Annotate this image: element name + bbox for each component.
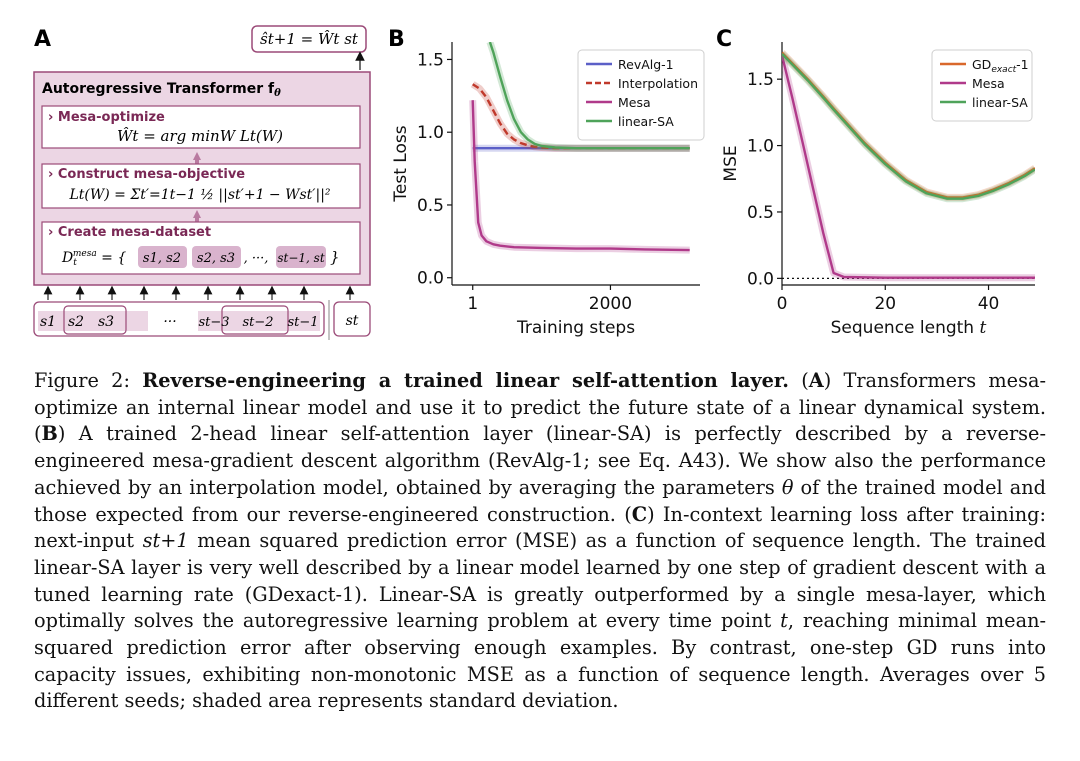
series-line bbox=[488, 42, 690, 150]
input-arrows bbox=[43, 285, 355, 300]
legend-label: linear-SA bbox=[618, 114, 674, 129]
legend-box bbox=[931, 49, 1033, 122]
caption-label: Figure 2: bbox=[34, 369, 130, 392]
caption-run: , reaching minimal mean-squared predicti… bbox=[34, 609, 1047, 713]
panel-a-letter: A bbox=[34, 27, 51, 52]
current-token: st bbox=[346, 313, 359, 329]
panel-b: B 0.0 0.5 1.0 1.5 1 2000 Training steps Test Lo… bbox=[388, 27, 705, 338]
y-tick-label: 0.0 bbox=[747, 269, 774, 289]
mesa-optimize-formula: Ŵt = arg minW Lt(W) bbox=[117, 127, 283, 145]
panel-c: C 0.0 0.5 1.0 1.5 0 20 40 Sequence length t MSE G… bbox=[716, 27, 1035, 338]
mesa-optimize-box bbox=[41, 105, 361, 149]
legend-label: Mesa bbox=[618, 95, 651, 110]
x-tick-label: 2000 bbox=[589, 294, 632, 314]
caption-run: of the trained model and those expected … bbox=[34, 475, 1046, 526]
pair-ellipsis: , ···, bbox=[244, 251, 269, 266]
box-arrow-1 bbox=[193, 152, 201, 164]
token-t-1: st−1 bbox=[287, 315, 318, 330]
caption-run: θ bbox=[781, 475, 794, 499]
panel-c-letter: C bbox=[716, 27, 732, 52]
token-group-1 bbox=[63, 305, 127, 335]
x-tick-label: 0 bbox=[777, 294, 788, 314]
pair-2-chip bbox=[192, 246, 241, 268]
token-2: s2 bbox=[68, 314, 84, 330]
transformer-title: Autoregressive Transformer fθ bbox=[42, 81, 281, 99]
panel-a: A ŝt+1 = Ŵt st Autoregressive Transforme… bbox=[33, 25, 371, 340]
y-tick-label: 1.0 bbox=[417, 123, 444, 143]
sequence-tokens: s1 s2 s3 ··· st−3 st−2 st−1 bbox=[40, 314, 319, 330]
caption-run: A bbox=[808, 369, 824, 392]
sequence-strip-right bbox=[198, 311, 320, 331]
caption-run: st+1 bbox=[142, 529, 189, 553]
pair-1-chip bbox=[138, 246, 187, 268]
y-tick-label: 1.5 bbox=[747, 70, 774, 90]
y-tick-label: 0.5 bbox=[417, 196, 444, 216]
output-formula: ŝt+1 = Ŵt st bbox=[260, 30, 359, 48]
mesa-objective-title: › Construct mesa-objective bbox=[48, 167, 245, 182]
x-tick-label: 40 bbox=[978, 294, 1000, 314]
output-formula-box bbox=[251, 25, 367, 53]
y-axis-label: MSE bbox=[721, 145, 741, 181]
legend-label: linear-SA bbox=[972, 95, 1028, 110]
legend-label: Mesa bbox=[972, 76, 1005, 91]
caption-body: (A) Transformers mesa-optimize an intern… bbox=[34, 369, 1046, 712]
chart-b-plot: 0.0 0.5 1.0 1.5 1 2000 Training steps Test Loss… bbox=[391, 42, 705, 338]
mesa-objective-box bbox=[41, 163, 361, 209]
caption-run: ) In-context learning loss after trainin… bbox=[34, 502, 1046, 553]
caption-run: ) Transformers mesa-optimize an internal… bbox=[34, 369, 1046, 446]
legend-label: RevAlg-1 bbox=[618, 57, 674, 72]
token-1: s1 bbox=[40, 314, 56, 330]
mesa-dataset-title: › Create mesa-dataset bbox=[48, 225, 211, 240]
mesa-objective-formula: Lt(W) = Σt′=1t−1 ½ ||st′+1 − Wst′||² bbox=[68, 187, 330, 203]
legend-label: GDexact-1 bbox=[972, 57, 1029, 75]
y-tick-label: 0.5 bbox=[747, 203, 774, 223]
x-tick-label: 20 bbox=[874, 294, 896, 314]
token-group-2 bbox=[221, 305, 289, 335]
panel-b-letter: B bbox=[388, 27, 405, 52]
series-line bbox=[782, 55, 1035, 279]
caption-title: Reverse-engineering a trained linear sel… bbox=[142, 369, 789, 392]
token-t-3: st−3 bbox=[198, 315, 229, 330]
caption-run: mean squared prediction error (MSE) as a… bbox=[34, 529, 1046, 633]
caption-run: ) A trained 2-head linear self-attention… bbox=[34, 422, 1046, 499]
y-tick-label: 1.0 bbox=[747, 137, 774, 157]
figure-caption: Figure 2: Reverse-engineering a trained … bbox=[34, 368, 1046, 715]
caption-run: ( bbox=[788, 369, 809, 392]
series-line bbox=[782, 53, 1035, 200]
y-tick-label: 1.5 bbox=[417, 50, 444, 70]
pair-1: s1, s2 bbox=[143, 251, 181, 266]
pair-last-chip bbox=[276, 246, 326, 268]
pair-last: st−1, st bbox=[277, 251, 324, 265]
figure-2: A ŝt+1 = Ŵt st Autoregressive Transforme… bbox=[33, 25, 1035, 340]
box-arrow-2 bbox=[193, 210, 201, 222]
token-ellipsis: ··· bbox=[163, 314, 176, 330]
series-line bbox=[471, 100, 690, 252]
x-axis-label: Sequence length t bbox=[831, 318, 987, 338]
legend-box bbox=[577, 49, 705, 141]
pair-2: s2, s3 bbox=[197, 251, 235, 266]
x-tick-label: 1 bbox=[467, 294, 478, 314]
caption-run: C bbox=[631, 502, 648, 526]
caption-run: t bbox=[780, 609, 788, 633]
caption-run: B bbox=[41, 422, 58, 446]
x-axis-label: Training steps bbox=[516, 318, 635, 338]
sequence-strip-left bbox=[38, 311, 148, 331]
legend-label: Interpolation bbox=[618, 76, 698, 91]
token-3: s3 bbox=[98, 314, 114, 330]
current-token-box bbox=[333, 301, 371, 337]
y-tick-label: 0.0 bbox=[417, 269, 444, 289]
chart-c-plot: 0.0 0.5 1.0 1.5 0 20 40 Sequence length t MSE GDe… bbox=[721, 42, 1035, 338]
y-axis-label: Test Loss bbox=[391, 125, 411, 202]
set-close-brace: } bbox=[330, 248, 340, 266]
legend: RevAlg-1 Interpolation Mesa linear-SA bbox=[577, 49, 705, 141]
mesa-optimize-title: › Mesa-optimize bbox=[48, 110, 165, 125]
token-t-2: st−2 bbox=[242, 315, 273, 330]
